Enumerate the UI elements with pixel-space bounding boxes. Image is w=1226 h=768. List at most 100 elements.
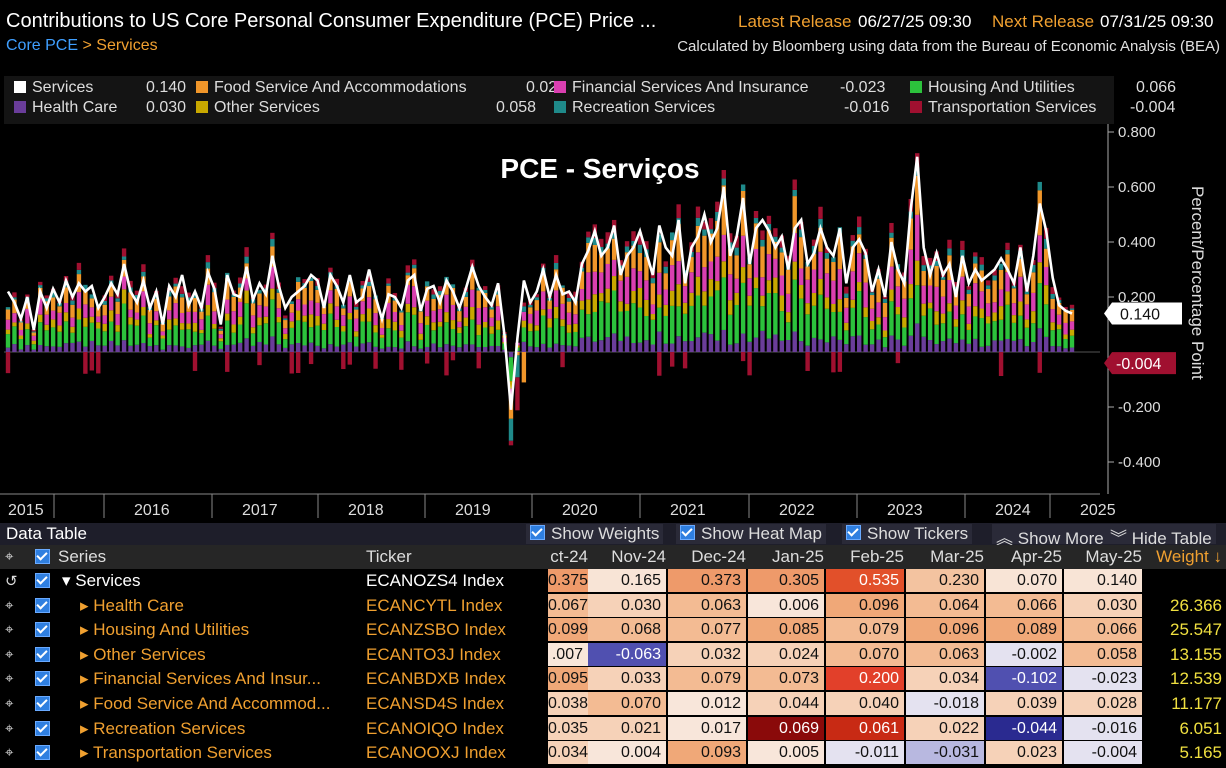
legend-item[interactable]: Housing And Utilities 0.066 bbox=[910, 79, 1176, 97]
crosshair-icon[interactable]: ⌖ bbox=[5, 645, 14, 663]
row-value-cell[interactable]: 0.040 bbox=[826, 692, 904, 715]
row-ticker[interactable]: ECANOOXJ Index bbox=[366, 743, 506, 763]
row-value-cell[interactable]: 0.063 bbox=[668, 593, 746, 617]
row-value-cell[interactable]: .007 bbox=[548, 642, 588, 666]
table-row[interactable]: ⌖ ▸ Other Services ECANTO3J Index .007 -0.06… bbox=[0, 642, 1226, 667]
row-value-cell[interactable]: 0.140 bbox=[1064, 569, 1142, 592]
row-value-cell[interactable]: 0.022 bbox=[906, 716, 984, 740]
crosshair-icon[interactable]: ⌖ bbox=[5, 744, 14, 762]
col-header-month[interactable]: May-25 bbox=[1085, 547, 1142, 566]
col-header-month[interactable]: Dec-24 bbox=[691, 547, 746, 566]
row-value-cell[interactable]: 0.535 bbox=[826, 569, 904, 592]
row-value-cell[interactable]: 0.058 bbox=[1064, 642, 1142, 666]
row-checkbox[interactable] bbox=[35, 696, 50, 711]
show-more-button[interactable]: ︽ Show More bbox=[992, 524, 1108, 548]
row-value-cell[interactable]: 0.044 bbox=[748, 692, 824, 715]
row-value-cell[interactable]: 0.033 bbox=[588, 667, 666, 691]
row-value-cell[interactable]: 0.165 bbox=[588, 569, 666, 592]
crosshair-icon[interactable]: ⌖ bbox=[5, 695, 14, 712]
row-value-cell[interactable]: 0.373 bbox=[668, 569, 746, 592]
row-value-cell[interactable]: -0.002 bbox=[986, 642, 1062, 666]
row-series-name[interactable]: ▸ Housing And Utilities bbox=[80, 620, 250, 640]
row-value-cell[interactable]: 0.095 bbox=[548, 667, 588, 691]
table-row[interactable]: ⌖ ▸ Health Care ECANCYTL Index 0.067 0.030 0.… bbox=[0, 593, 1226, 618]
row-series-name[interactable]: ▸ Recreation Services bbox=[80, 718, 246, 738]
row-value-cell[interactable]: 0.038 bbox=[548, 692, 588, 715]
undo-icon[interactable]: ↺ bbox=[5, 573, 18, 590]
legend-item[interactable]: Transportation Services -0.004 bbox=[910, 99, 1175, 117]
crosshair-icon[interactable]: ⌖ bbox=[5, 719, 14, 737]
row-value-cell[interactable]: 0.070 bbox=[826, 642, 904, 666]
row-ticker[interactable]: ECANTO3J Index bbox=[366, 644, 501, 664]
col-header-month[interactable]: Nov-24 bbox=[611, 547, 666, 566]
row-value-cell[interactable]: -0.016 bbox=[1064, 716, 1142, 740]
col-header-series[interactable]: Series bbox=[58, 547, 107, 566]
col-header-month[interactable]: Mar-25 bbox=[930, 547, 984, 566]
select-all-checkbox[interactable] bbox=[35, 549, 50, 564]
row-value-cell[interactable]: 0.070 bbox=[986, 569, 1062, 592]
show-heat-map-toggle[interactable]: Show Heat Map bbox=[676, 524, 826, 544]
crosshair-icon[interactable]: ⌖ bbox=[5, 596, 14, 614]
row-series-name[interactable]: ▸ Financial Services And Insur... bbox=[80, 669, 321, 689]
row-value-cell[interactable]: 0.032 bbox=[668, 642, 746, 666]
breadcrumb-root[interactable]: Core PCE bbox=[6, 37, 79, 54]
row-value-cell[interactable]: 0.096 bbox=[826, 593, 904, 617]
row-ticker[interactable]: ECANSD4S Index bbox=[366, 694, 504, 713]
row-value-cell[interactable]: -0.031 bbox=[906, 741, 984, 765]
row-value-cell[interactable]: -0.063 bbox=[588, 642, 666, 666]
row-value-cell[interactable]: -0.044 bbox=[986, 716, 1062, 740]
row-value-cell[interactable]: 0.035 bbox=[548, 716, 588, 740]
row-value-cell[interactable]: 0.017 bbox=[668, 716, 746, 740]
row-value-cell[interactable]: 0.375 bbox=[548, 569, 588, 592]
col-header-month[interactable]: ct-24 bbox=[550, 547, 588, 566]
row-value-cell[interactable]: 0.093 bbox=[668, 741, 746, 765]
legend-item[interactable]: Recreation Services -0.016 bbox=[554, 99, 889, 117]
row-value-cell[interactable]: 0.079 bbox=[826, 618, 904, 642]
row-value-cell[interactable]: 0.096 bbox=[906, 618, 984, 642]
row-value-cell[interactable]: 0.039 bbox=[986, 692, 1062, 715]
row-checkbox[interactable] bbox=[35, 597, 50, 613]
row-value-cell[interactable]: 0.230 bbox=[906, 569, 984, 592]
row-series-name[interactable]: ▸ Other Services bbox=[80, 644, 206, 664]
table-row[interactable]: ⌖ ▸ Recreation Services ECANOIQO Index 0.03… bbox=[0, 716, 1226, 741]
row-value-cell[interactable]: 0.005 bbox=[748, 741, 824, 765]
row-value-cell[interactable]: 0.034 bbox=[906, 667, 984, 691]
legend-item[interactable]: Financial Services And Insurance -0.023 bbox=[554, 79, 885, 97]
row-series-name[interactable]: ▸ Health Care bbox=[80, 595, 184, 615]
col-header-month[interactable]: Apr-25 bbox=[1010, 547, 1062, 566]
row-value-cell[interactable]: 0.067 bbox=[548, 593, 588, 617]
row-value-cell[interactable]: 0.030 bbox=[588, 593, 666, 617]
row-value-cell[interactable]: 0.034 bbox=[548, 741, 588, 765]
row-value-cell[interactable]: 0.030 bbox=[1064, 593, 1142, 617]
row-value-cell[interactable]: 0.077 bbox=[668, 618, 746, 642]
row-series-name[interactable]: ▸ Transportation Services bbox=[80, 743, 272, 763]
row-value-cell[interactable]: 0.068 bbox=[588, 618, 666, 642]
row-checkbox[interactable] bbox=[35, 671, 50, 687]
show-weights-toggle[interactable]: Show Weights bbox=[526, 524, 664, 544]
row-series-name[interactable]: ▾ Services bbox=[62, 571, 141, 590]
row-checkbox[interactable] bbox=[35, 646, 50, 662]
col-header-month[interactable]: Feb-25 bbox=[850, 547, 904, 566]
legend-item[interactable]: Food Service And Accommodations 0.028 bbox=[196, 79, 566, 97]
row-value-cell[interactable]: 0.099 bbox=[548, 618, 588, 642]
row-value-cell[interactable]: 0.028 bbox=[1064, 692, 1142, 715]
table-row[interactable]: ⌖ ▸ Food Service And Accommod... ECANSD4S … bbox=[0, 692, 1226, 716]
row-ticker[interactable]: ECANZSBO Index bbox=[366, 620, 506, 640]
row-value-cell[interactable]: 0.012 bbox=[668, 692, 746, 715]
table-row[interactable]: ⌖ ▸ Financial Services And Insur... ECANBD… bbox=[0, 667, 1226, 691]
row-value-cell[interactable]: 0.064 bbox=[906, 593, 984, 617]
row-series-name[interactable]: ▸ Food Service And Accommod... bbox=[80, 694, 331, 713]
col-header-ticker[interactable]: Ticker bbox=[366, 547, 412, 566]
row-checkbox[interactable] bbox=[35, 573, 50, 588]
legend-item[interactable]: Health Care 0.030 bbox=[14, 99, 186, 117]
row-checkbox[interactable] bbox=[35, 720, 50, 736]
row-value-cell[interactable]: 0.089 bbox=[986, 618, 1062, 642]
row-checkbox[interactable] bbox=[35, 622, 50, 638]
row-value-cell[interactable]: -0.011 bbox=[826, 741, 904, 765]
col-header-month[interactable]: Jan-25 bbox=[772, 547, 824, 566]
row-value-cell[interactable]: -0.102 bbox=[986, 667, 1062, 691]
row-checkbox[interactable] bbox=[35, 745, 50, 761]
row-value-cell[interactable]: 0.069 bbox=[748, 716, 824, 740]
show-tickers-toggle[interactable]: Show Tickers bbox=[842, 524, 973, 544]
row-value-cell[interactable]: 0.063 bbox=[906, 642, 984, 666]
